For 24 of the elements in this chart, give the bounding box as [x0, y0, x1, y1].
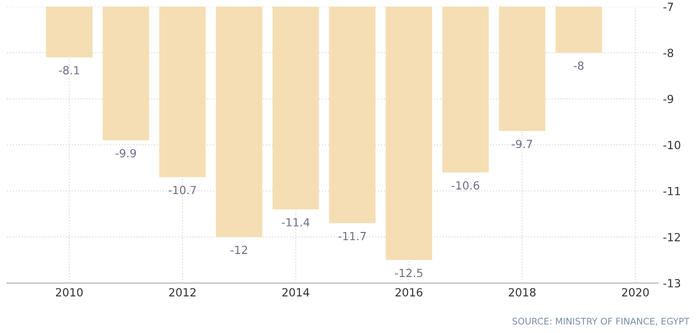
y-tick-label: -9	[663, 94, 674, 104]
data-label: -11.7	[338, 232, 366, 240]
y-tick-label: -8	[663, 48, 674, 58]
data-label: -9.7	[512, 140, 532, 148]
data-label: -12	[230, 246, 248, 254]
y-tick-label: -13	[663, 279, 680, 288]
y-tick-label: -11	[663, 187, 680, 196]
source-note: SOURCE: MINISTRY OF FINANCE, EGYPT	[512, 318, 690, 326]
x-tick-label: 2016	[396, 288, 422, 297]
x-tick-label: 2012	[169, 288, 196, 297]
x-tick-label: 2014	[282, 288, 310, 297]
x-tick-label: 2018	[508, 288, 536, 297]
data-label: -12.5	[395, 268, 422, 278]
y-tick-label: -12	[663, 232, 680, 242]
data-label: -8.1	[58, 66, 80, 74]
x-tick-label: 2010	[56, 288, 83, 297]
data-label: -11.4	[282, 218, 310, 226]
data-label: -10.7	[168, 186, 196, 194]
y-tick-label: -7	[663, 2, 673, 11]
data-label: -10.6	[452, 181, 480, 190]
data-label: -8	[574, 61, 584, 70]
y-tick-label: -10	[663, 140, 680, 150]
x-tick-label: 2020	[622, 288, 649, 297]
data-label: -9.9	[116, 148, 136, 158]
